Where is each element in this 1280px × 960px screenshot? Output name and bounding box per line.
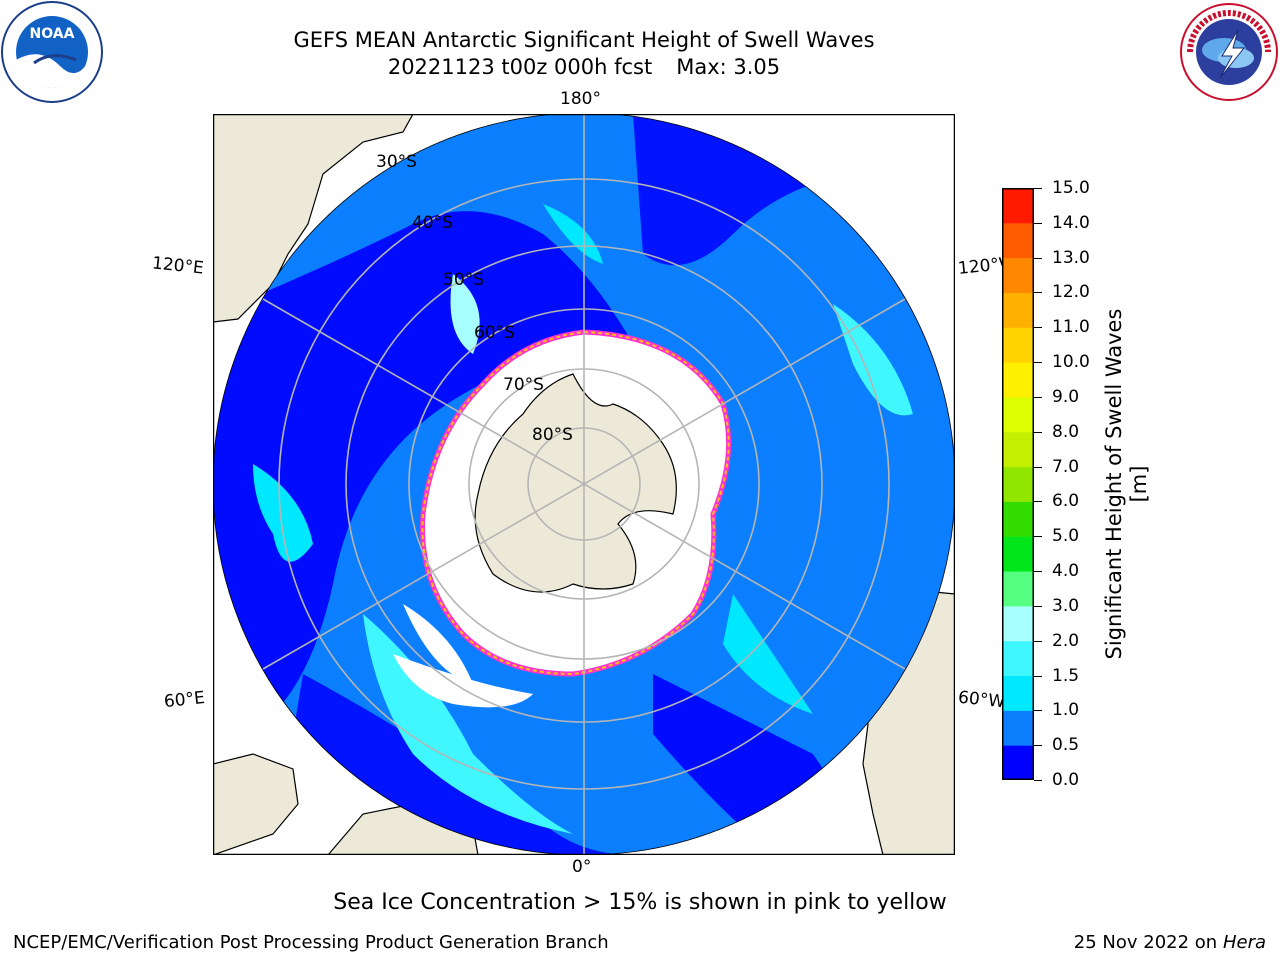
colorbar-segment [1002, 745, 1034, 780]
colorbar-segment [1002, 571, 1034, 607]
colorbar-tick [1034, 431, 1042, 433]
colorbar-tick-label: 15.0 [1052, 178, 1090, 198]
colorbar-title: Significant Height of Swell Waves [m] [1102, 308, 1151, 660]
colorbar-segment [1002, 222, 1034, 259]
colorbar-tick-label: 10.0 [1052, 352, 1090, 373]
colorbar-segment [1002, 292, 1034, 328]
colorbar-segment [1002, 188, 1034, 224]
colorbar-tick-label: 12.0 [1052, 282, 1090, 303]
chart-subtitle: 20221123 t00z 000h fcst Max: 3.05 [0, 54, 1168, 80]
colorbar-tick-label: 2.0 [1052, 630, 1080, 651]
colorbar-tick-label: 1.0 [1052, 700, 1080, 721]
polar-map [212, 112, 956, 856]
colorbar-tick [1034, 571, 1042, 573]
colorbar-tick-label: 11.0 [1052, 317, 1090, 338]
colorbar-segment [1002, 431, 1034, 468]
lon-label-120e: 120°E [151, 253, 205, 279]
colorbar-tick-label: 1.5 [1052, 665, 1080, 686]
footer-date: 25 Nov 2022 on Hera [1074, 932, 1266, 953]
noaa-logo: NOAA [1, 1, 103, 103]
colorbar-tick [1034, 257, 1042, 259]
footer-credit: NCEP/EMC/Verification Post Processing Pr… [13, 932, 609, 953]
colorbar-tick-label: 13.0 [1052, 247, 1090, 268]
colorbar-segment [1002, 501, 1034, 537]
colorbar-segment [1002, 536, 1034, 572]
lat-label-50s: 50°S [443, 270, 484, 290]
forecast-date: 20221123 t00z 000h fcst [387, 55, 653, 79]
colorbar-tick [1034, 536, 1042, 538]
lat-label-40s: 40°S [412, 213, 453, 233]
colorbar-tick-label: 3.0 [1052, 595, 1080, 616]
colorbar-tick-label: 8.0 [1052, 421, 1080, 442]
colorbar-tick-label: 5.0 [1052, 526, 1080, 547]
colorbar-tick-label: 9.0 [1052, 386, 1080, 407]
colorbar-segment [1002, 675, 1034, 711]
colorbar-tick-label: 0.5 [1052, 735, 1080, 756]
lat-label-70s: 70°S [503, 375, 544, 395]
colorbar-segment [1002, 396, 1034, 433]
noaa-logo-text: NOAA [30, 26, 75, 42]
colorbar-tick [1034, 501, 1042, 503]
map-canvas [212, 112, 956, 856]
colorbar-segment [1002, 327, 1034, 363]
lon-label-180: 180° [560, 89, 601, 109]
antarctica [420, 329, 732, 677]
colorbar-segment [1002, 257, 1034, 293]
map-border [212, 113, 956, 856]
colorbar-tick [1034, 327, 1042, 329]
lon-label-60w: 60°W [957, 687, 1006, 713]
colorbar-tick [1034, 466, 1042, 468]
colorbar-tick-label: 6.0 [1052, 491, 1080, 512]
colorbar [1002, 188, 1034, 780]
colorbar-tick [1034, 640, 1042, 642]
colorbar-tick [1034, 675, 1042, 677]
swell-field [213, 113, 955, 855]
colorbar-tick-label: 0.0 [1052, 770, 1080, 790]
chart-title: GEFS MEAN Antarctic Significant Height o… [293, 28, 875, 52]
colorbar-tick [1034, 605, 1042, 607]
lon-label-60e: 60°E [163, 687, 206, 713]
colorbar-tick-label: 4.0 [1052, 561, 1080, 582]
colorbar-tick-label: 14.0 [1052, 212, 1090, 233]
colorbar-segment [1002, 640, 1034, 677]
footer-date-text: 25 Nov 2022 on [1073, 932, 1218, 953]
colorbar-tick [1034, 745, 1042, 747]
colorbar-tick [1034, 188, 1042, 189]
nws-logo [1180, 3, 1278, 101]
lat-label-80s: 80°S [532, 425, 573, 445]
colorbar-tick [1034, 292, 1042, 294]
sea-ice-note: Sea Ice Concentration > 15% is shown in … [333, 890, 947, 915]
colorbar-tick [1034, 710, 1042, 712]
lat-label-30s: 30°S [376, 152, 417, 172]
colorbar-tick [1034, 396, 1042, 398]
max-value: Max: 3.05 [676, 55, 781, 79]
footer-host: Hera [1222, 932, 1266, 953]
colorbar-segment [1002, 466, 1034, 502]
graticule [213, 113, 955, 855]
colorbar-tick [1034, 362, 1042, 364]
colorbar-border [1002, 188, 1034, 780]
lat-label-60s: 60°S [474, 323, 515, 343]
colorbar-segment [1002, 710, 1034, 746]
colorbar-tick [1034, 222, 1042, 224]
colorbar-tick-label: 7.0 [1052, 456, 1080, 477]
colorbar-tick [1034, 780, 1042, 781]
colorbar-segment [1002, 605, 1034, 642]
colorbar-segment [1002, 362, 1034, 398]
lon-label-0: 0° [572, 857, 592, 877]
